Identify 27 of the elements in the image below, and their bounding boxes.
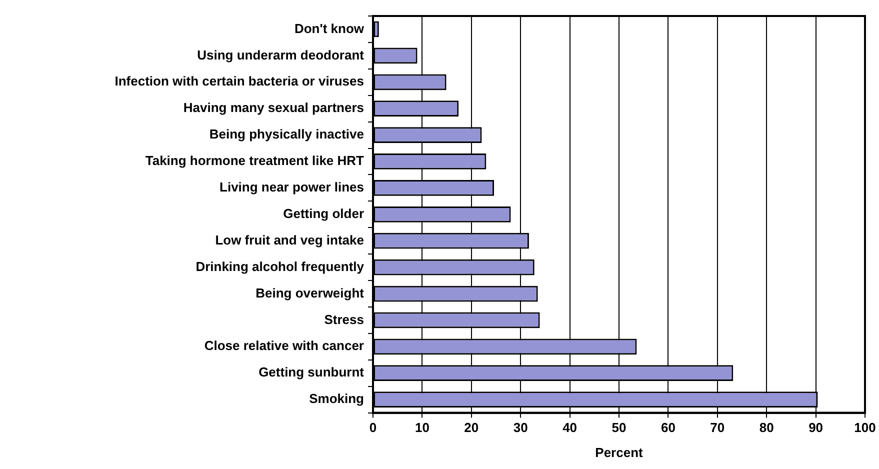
x-tick-label: 80	[759, 420, 774, 436]
x-tick-label: 0	[369, 420, 377, 436]
x-tick-label: 90	[808, 420, 824, 436]
y-tick-label: Drinking alcohol frequently	[196, 258, 365, 274]
y-tick-label: Living near power lines	[220, 180, 364, 195]
y-tick-label: Don't know	[294, 20, 365, 36]
x-axis-title: Percent	[595, 444, 644, 460]
x-tick-label: 20	[464, 420, 479, 436]
y-tick-label: Low fruit and veg intake	[215, 232, 364, 248]
x-tick-label: 100	[854, 420, 876, 436]
y-tick-label: Getting sunburnt	[258, 364, 365, 380]
x-tick-label: 50	[612, 420, 626, 436]
y-tick-label: Using underarm deodorant	[197, 47, 365, 62]
y-tick-label: Infection with certain bacteria or viruses	[114, 74, 364, 89]
y-tick-label: Being overweight	[256, 285, 365, 300]
x-tick-label: 30	[513, 420, 528, 436]
x-tick-label: 10	[414, 420, 430, 436]
x-tick-label: 70	[710, 420, 725, 436]
y-tick-label: Close relative with cancer	[204, 338, 364, 354]
y-tick-label: Taking hormone treatment like HRT	[145, 153, 364, 168]
y-tick-label: Being physically inactive	[209, 126, 364, 142]
x-tick-label: 40	[562, 420, 578, 436]
x-tick-label: 60	[660, 420, 676, 436]
y-tick-label: Having many sexual partners	[183, 100, 364, 116]
y-tick-label: Smoking	[309, 391, 364, 406]
y-tick-label: Stress	[324, 312, 364, 327]
y-tick-label: Getting older	[283, 206, 364, 221]
